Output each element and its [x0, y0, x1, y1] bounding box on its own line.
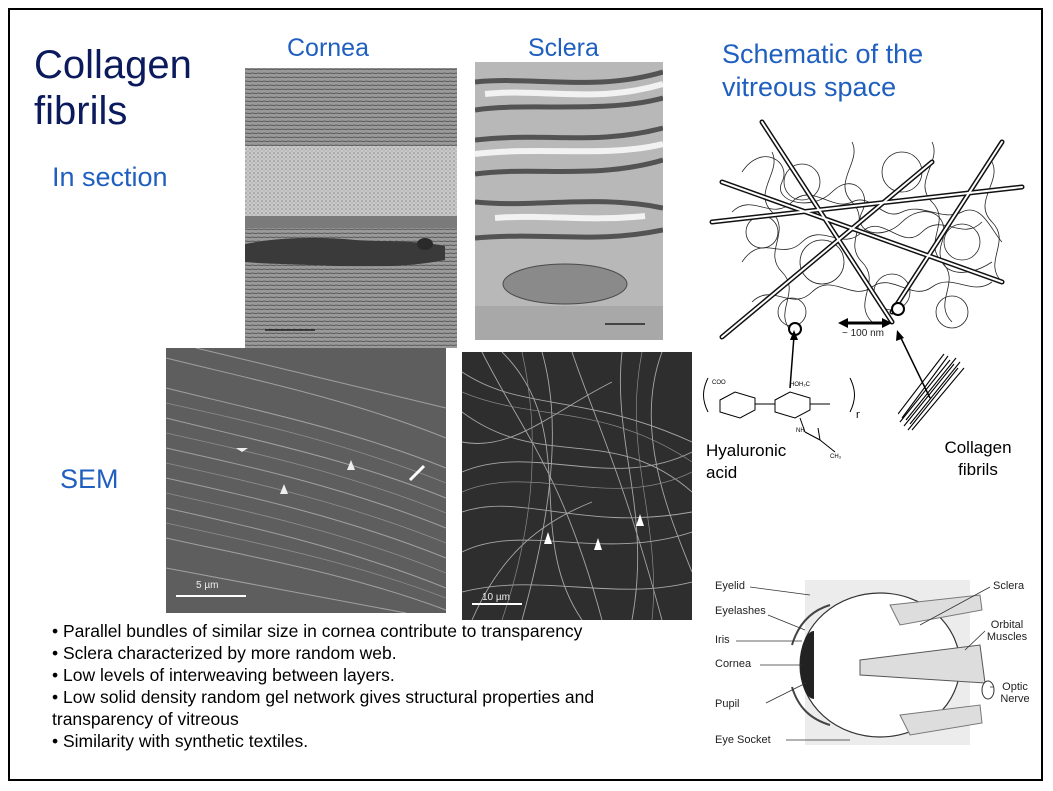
bullet-list: • Parallel bundles of similar size in co… — [52, 620, 702, 752]
slide-title: Collagen fibrils — [34, 43, 192, 133]
eye-label-iris: Iris — [715, 634, 730, 646]
cornea-tem-micrograph — [245, 68, 457, 348]
sem-label: SEM — [60, 464, 119, 494]
svg-text:HOH₂C: HOH₂C — [790, 382, 811, 388]
sem-right-scale-label: 10 µm — [482, 592, 510, 603]
sclera-label: Sclera — [528, 34, 599, 62]
eye-label-sclera: Sclera — [993, 580, 1025, 592]
eye-label-eyelashes: Eyelashes — [715, 605, 766, 617]
cornea-label: Cornea — [287, 34, 369, 62]
sclera-sem-micrograph — [462, 352, 692, 620]
scale-bar-label: ~ 100 nm — [842, 328, 884, 339]
bullet-item: • Sclera characterized by more random we… — [52, 643, 397, 663]
cornea-sem-micrograph — [166, 348, 446, 613]
sclera-tem-micrograph — [475, 62, 663, 340]
eye-label-pupil: Pupil — [715, 698, 740, 710]
slide-frame — [8, 8, 1043, 781]
eye-label-cornea: Cornea — [715, 658, 752, 670]
hyaluronic-acid-structure: n COO HOH₂C NH CH₃ — [700, 370, 860, 460]
bullet-item: • Low levels of interweaving between lay… — [52, 665, 395, 685]
eye-label-eyelid: Eyelid — [715, 580, 745, 592]
svg-text:NH: NH — [796, 428, 805, 434]
bullet-item: • Similarity with synthetic textiles. — [52, 731, 309, 751]
svg-text:n: n — [856, 409, 860, 421]
eye-label-orbital-muscles: Orbital Muscles — [986, 619, 1028, 643]
svg-text:COO: COO — [712, 380, 726, 386]
vitreous-schematic — [702, 112, 1032, 357]
sem-left-scale-label: 5 µm — [196, 580, 219, 591]
collagen-fibril-bundle-icon — [898, 353, 965, 431]
bullet-item: • Low solid density random gel network g… — [52, 687, 595, 729]
eye-label-optic-nerve: Optic Nerve — [1000, 681, 1030, 705]
hyaluronic-acid-label: Hyaluronic acid — [706, 441, 787, 482]
eye-anatomy-diagram — [710, 575, 1035, 750]
svg-text:CH₃: CH₃ — [830, 454, 842, 460]
in-section-label: In section — [52, 162, 168, 192]
schematic-title: Schematic of the vitreous space — [722, 39, 924, 102]
collagen-fibrils-label: Collagen fibrils — [944, 438, 1012, 479]
eye-label-eye-socket: Eye Socket — [715, 734, 771, 746]
bullet-item: • Parallel bundles of similar size in co… — [52, 621, 583, 641]
